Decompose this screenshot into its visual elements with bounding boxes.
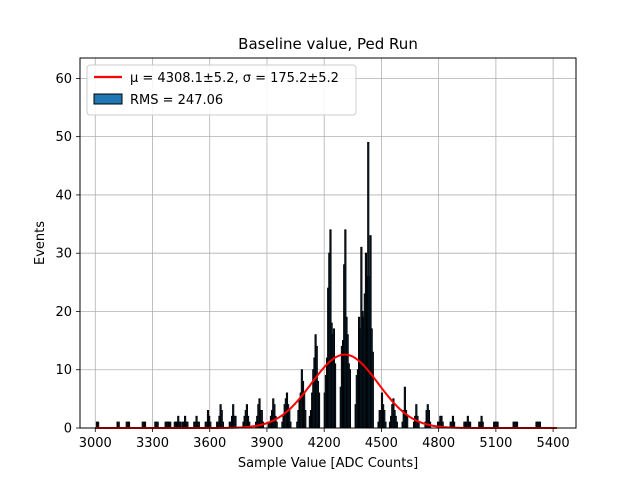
x-tick-label: 3000 <box>79 436 112 451</box>
histogram-bar <box>395 421 398 429</box>
plot-frame <box>79 57 577 429</box>
x-tick-label: 4800 <box>422 436 455 451</box>
histogram-bar <box>234 415 237 429</box>
histogram-bar <box>417 421 420 429</box>
histogram-bar <box>333 363 337 429</box>
legend-histogram-label: RMS = 247.06 <box>130 93 223 108</box>
histogram-bar <box>406 415 409 429</box>
histogram-bar <box>371 351 374 429</box>
x-tick-label: 4200 <box>308 436 341 451</box>
y-tick-label: 10 <box>55 363 72 378</box>
histogram-bar <box>289 421 292 429</box>
x-tick-label: 5400 <box>537 436 570 451</box>
y-tick-label: 40 <box>55 188 72 203</box>
legend-box <box>86 64 357 116</box>
legend-fit-label: μ = 4308.1±5.2, σ = 175.2±5.2 <box>130 71 339 86</box>
legend-histogram-patch <box>93 93 123 105</box>
y-tick-label: 30 <box>55 247 72 262</box>
legend: μ = 4308.1±5.2, σ = 175.2±5.2 RMS = 247.… <box>86 64 357 116</box>
histogram-bar <box>317 392 321 429</box>
y-tick-label: 0 <box>64 422 72 437</box>
y-tick-label: 60 <box>55 72 72 87</box>
histogram-bar <box>275 421 278 429</box>
x-axis-title: Sample Value [ADC Counts] <box>238 456 418 471</box>
y-tick-label: 50 <box>55 130 72 145</box>
y-tick-label: 20 <box>55 305 72 320</box>
x-tick-label: 3300 <box>136 436 169 451</box>
y-axis-title: Events <box>33 221 48 265</box>
chart-title: Baseline value, Ped Run <box>238 35 418 53</box>
histogram-bar <box>348 369 352 429</box>
y-axis-ticks: 0 10 20 30 40 50 60 <box>55 72 80 437</box>
x-tick-label: 5100 <box>479 436 512 451</box>
histogram-bar <box>304 410 307 429</box>
histogram-bar <box>384 421 387 429</box>
x-axis-ticks: 3000 3300 3600 3900 4200 4500 4800 5100 5400 <box>79 428 570 451</box>
x-tick-label: 4500 <box>365 436 398 451</box>
x-tick-label: 3900 <box>250 436 283 451</box>
x-tick-label: 3600 <box>193 436 226 451</box>
